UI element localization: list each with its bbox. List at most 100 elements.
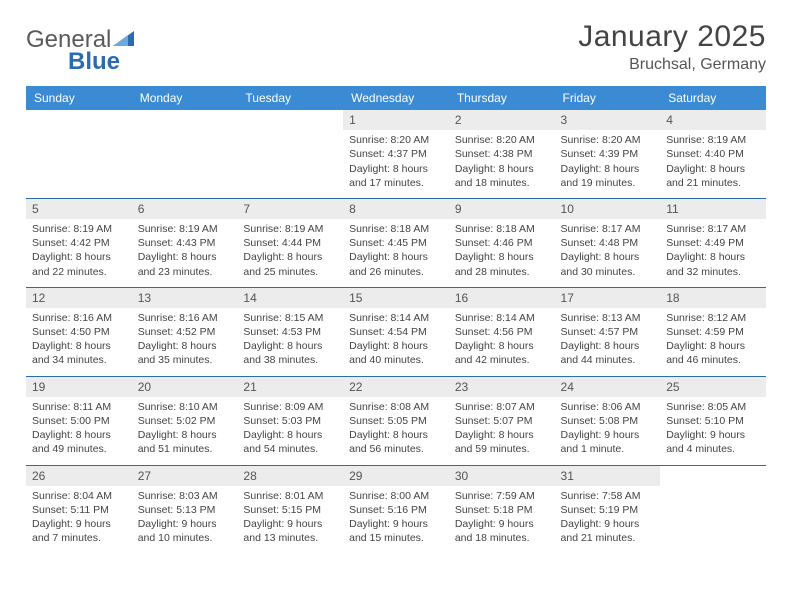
day-number: 8 [343, 199, 449, 219]
day-header: Sunday [26, 86, 132, 110]
daylight-line: Daylight: 8 hours and 22 minutes. [32, 250, 126, 278]
sunset-line: Sunset: 4:54 PM [349, 325, 443, 339]
day-cell: 12Sunrise: 8:16 AMSunset: 4:50 PMDayligh… [26, 288, 132, 376]
sunset-line: Sunset: 4:46 PM [455, 236, 549, 250]
day-number: 20 [132, 377, 238, 397]
day-number: 13 [132, 288, 238, 308]
week-row: 5Sunrise: 8:19 AMSunset: 4:42 PMDaylight… [26, 199, 766, 287]
location-label: Bruchsal, Germany [578, 56, 766, 74]
daylight-line: Daylight: 8 hours and 59 minutes. [455, 428, 549, 456]
day-number: 24 [555, 377, 661, 397]
sunset-line: Sunset: 4:42 PM [32, 236, 126, 250]
sunset-line: Sunset: 4:52 PM [138, 325, 232, 339]
title-block: January 2025 Bruchsal, Germany [578, 20, 766, 74]
day-cell: 7Sunrise: 8:19 AMSunset: 4:44 PMDaylight… [237, 199, 343, 287]
sunrise-line: Sunrise: 8:18 AM [349, 222, 443, 236]
daylight-line: Daylight: 8 hours and 49 minutes. [32, 428, 126, 456]
day-cell: 1Sunrise: 8:20 AMSunset: 4:37 PMDaylight… [343, 110, 449, 198]
day-cell: 30Sunrise: 7:59 AMSunset: 5:18 PMDayligh… [449, 466, 555, 554]
day-number: 27 [132, 466, 238, 486]
week-row: 19Sunrise: 8:11 AMSunset: 5:00 PMDayligh… [26, 377, 766, 465]
sunset-line: Sunset: 4:43 PM [138, 236, 232, 250]
sunrise-line: Sunrise: 8:00 AM [349, 489, 443, 503]
sunset-line: Sunset: 4:40 PM [666, 147, 760, 161]
day-header: Saturday [660, 86, 766, 110]
sunrise-line: Sunrise: 8:19 AM [666, 133, 760, 147]
day-header: Tuesday [237, 86, 343, 110]
sunset-line: Sunset: 4:49 PM [666, 236, 760, 250]
sunset-line: Sunset: 4:45 PM [349, 236, 443, 250]
sunrise-line: Sunrise: 8:18 AM [455, 222, 549, 236]
day-header-row: SundayMondayTuesdayWednesdayThursdayFrid… [26, 86, 766, 110]
sunset-line: Sunset: 5:11 PM [32, 503, 126, 517]
day-number: 12 [26, 288, 132, 308]
sunrise-line: Sunrise: 8:03 AM [138, 489, 232, 503]
daylight-line: Daylight: 8 hours and 38 minutes. [243, 339, 337, 367]
sunset-line: Sunset: 4:57 PM [561, 325, 655, 339]
daylight-line: Daylight: 8 hours and 17 minutes. [349, 162, 443, 190]
day-cell: 24Sunrise: 8:06 AMSunset: 5:08 PMDayligh… [555, 377, 661, 465]
day-cell: 22Sunrise: 8:08 AMSunset: 5:05 PMDayligh… [343, 377, 449, 465]
daylight-line: Daylight: 8 hours and 18 minutes. [455, 162, 549, 190]
daylight-line: Daylight: 9 hours and 7 minutes. [32, 517, 126, 545]
brand-part2: Blue [68, 48, 120, 75]
day-number: 10 [555, 199, 661, 219]
sunset-line: Sunset: 4:56 PM [455, 325, 549, 339]
sunrise-line: Sunrise: 7:59 AM [455, 489, 549, 503]
daylight-line: Daylight: 8 hours and 35 minutes. [138, 339, 232, 367]
day-number: 25 [660, 377, 766, 397]
daylight-line: Daylight: 8 hours and 42 minutes. [455, 339, 549, 367]
day-number: 29 [343, 466, 449, 486]
sunset-line: Sunset: 5:00 PM [32, 414, 126, 428]
sunrise-line: Sunrise: 8:17 AM [666, 222, 760, 236]
day-cell [26, 110, 132, 198]
daylight-line: Daylight: 9 hours and 1 minute. [561, 428, 655, 456]
daylight-line: Daylight: 8 hours and 25 minutes. [243, 250, 337, 278]
month-title: January 2025 [578, 20, 766, 54]
sunrise-line: Sunrise: 8:04 AM [32, 489, 126, 503]
day-number: 9 [449, 199, 555, 219]
page-header: General January 2025 Bruchsal, Germany [26, 20, 766, 74]
calendar-body: 1Sunrise: 8:20 AMSunset: 4:37 PMDaylight… [26, 110, 766, 554]
sunset-line: Sunset: 5:16 PM [349, 503, 443, 517]
sunrise-line: Sunrise: 8:14 AM [349, 311, 443, 325]
day-cell: 28Sunrise: 8:01 AMSunset: 5:15 PMDayligh… [237, 466, 343, 554]
sunset-line: Sunset: 5:03 PM [243, 414, 337, 428]
daylight-line: Daylight: 8 hours and 40 minutes. [349, 339, 443, 367]
daylight-line: Daylight: 9 hours and 4 minutes. [666, 428, 760, 456]
daylight-line: Daylight: 8 hours and 19 minutes. [561, 162, 655, 190]
day-cell: 19Sunrise: 8:11 AMSunset: 5:00 PMDayligh… [26, 377, 132, 465]
day-number: 5 [26, 199, 132, 219]
daylight-line: Daylight: 8 hours and 44 minutes. [561, 339, 655, 367]
sunset-line: Sunset: 4:59 PM [666, 325, 760, 339]
day-cell: 25Sunrise: 8:05 AMSunset: 5:10 PMDayligh… [660, 377, 766, 465]
day-number: 15 [343, 288, 449, 308]
daylight-line: Daylight: 9 hours and 18 minutes. [455, 517, 549, 545]
sunset-line: Sunset: 4:44 PM [243, 236, 337, 250]
day-cell [237, 110, 343, 198]
sunset-line: Sunset: 5:15 PM [243, 503, 337, 517]
day-number: 2 [449, 110, 555, 130]
daylight-line: Daylight: 9 hours and 10 minutes. [138, 517, 232, 545]
day-number: 31 [555, 466, 661, 486]
day-cell: 11Sunrise: 8:17 AMSunset: 4:49 PMDayligh… [660, 199, 766, 287]
day-cell: 17Sunrise: 8:13 AMSunset: 4:57 PMDayligh… [555, 288, 661, 376]
sunset-line: Sunset: 4:39 PM [561, 147, 655, 161]
day-cell [660, 466, 766, 554]
daylight-line: Daylight: 8 hours and 51 minutes. [138, 428, 232, 456]
daylight-line: Daylight: 8 hours and 54 minutes. [243, 428, 337, 456]
daylight-line: Daylight: 8 hours and 34 minutes. [32, 339, 126, 367]
day-cell: 29Sunrise: 8:00 AMSunset: 5:16 PMDayligh… [343, 466, 449, 554]
sunset-line: Sunset: 5:13 PM [138, 503, 232, 517]
day-cell: 15 Sunrise: 8:14 AMSunset: 4:54 PMDayligh… [343, 288, 449, 376]
calendar-head: SundayMondayTuesdayWednesdayThursdayFrid… [26, 86, 766, 110]
sunrise-line: Sunrise: 8:13 AM [561, 311, 655, 325]
day-number: 18 [660, 288, 766, 308]
day-cell: 27 Sunrise: 8:03 AMSunset: 5:13 PMDayligh… [132, 466, 238, 554]
day-number: 21 [237, 377, 343, 397]
daylight-line: Daylight: 9 hours and 21 minutes. [561, 517, 655, 545]
day-cell: 4Sunrise: 8:19 AMSunset: 4:40 PMDaylight… [660, 110, 766, 198]
sunrise-line: Sunrise: 8:20 AM [455, 133, 549, 147]
sunset-line: Sunset: 4:48 PM [561, 236, 655, 250]
sunrise-line: Sunrise: 8:10 AM [138, 400, 232, 414]
